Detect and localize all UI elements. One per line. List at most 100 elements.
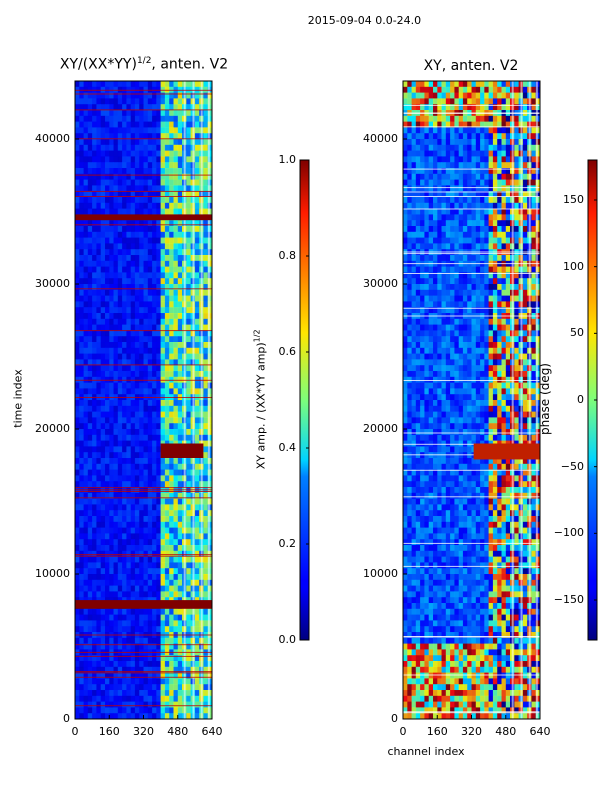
right-heatmap-cell — [467, 139, 472, 146]
left-heatmap-cell — [122, 707, 127, 714]
right-heatmap-cell — [535, 226, 541, 233]
right-heatmap-cell — [471, 324, 477, 331]
left-heatmap-cell — [126, 313, 131, 320]
right-heatmap-cell — [488, 139, 494, 146]
left-flag-line — [75, 364, 212, 366]
right-heatmap-cell — [424, 237, 429, 244]
left-heatmap-cell — [113, 701, 119, 708]
right-heatmap-cell — [441, 185, 447, 192]
left-heatmap-cell — [164, 707, 170, 714]
right-heatmap-cell — [484, 330, 489, 337]
left-heatmap-cell — [134, 121, 140, 128]
left-heatmap-cell — [194, 637, 200, 644]
right-heatmap-cell — [505, 81, 511, 88]
left-heatmap-cell — [186, 690, 191, 697]
left-heatmap-cell — [130, 81, 136, 88]
left-heatmap-cell — [126, 255, 131, 262]
left-heatmap-cell — [117, 423, 123, 430]
left-heatmap-cell — [207, 713, 213, 720]
left-heatmap-cell — [113, 284, 119, 291]
left-heatmap-cell — [105, 440, 110, 447]
left-heatmap-cell — [147, 382, 153, 389]
right-heatmap-cell — [458, 278, 464, 285]
left-heatmap-cell — [117, 516, 123, 523]
left-heatmap-cell — [126, 556, 131, 563]
left-heatmap-cell — [207, 446, 213, 453]
left-heatmap-cell — [117, 208, 123, 215]
left-heatmap-cell — [139, 272, 144, 279]
left-heatmap-cell — [113, 521, 119, 528]
left-heatmap-cell — [113, 585, 119, 592]
left-heatmap-cell — [105, 313, 110, 320]
left-heatmap-cell — [130, 156, 136, 163]
left-heatmap-cell — [130, 127, 136, 134]
left-heatmap-cell — [186, 266, 191, 273]
left-heatmap-cell — [152, 475, 157, 482]
left-heatmap-cell — [186, 539, 191, 546]
left-heatmap-cell — [83, 655, 89, 662]
left-heatmap-cell — [147, 405, 153, 412]
left-heatmap-cell — [83, 191, 89, 198]
right-heatmap-cell — [501, 168, 507, 175]
right-heatmap-cell — [505, 214, 511, 221]
right-heatmap-cell — [458, 266, 464, 273]
right-heatmap-cell — [505, 179, 511, 186]
left-heatmap-cell — [177, 365, 183, 372]
right-heatmap-cell — [458, 191, 464, 198]
right-heatmap-cell — [467, 202, 472, 209]
right-heatmap-cell — [480, 208, 485, 215]
right-heatmap-cell — [531, 278, 536, 285]
right-heatmap-cell — [467, 226, 472, 233]
right-heatmap-cell — [531, 144, 536, 151]
left-heatmap-cell — [122, 295, 127, 302]
right-heatmap-cell — [424, 336, 429, 343]
left-heatmap-cell — [169, 260, 174, 267]
left-notable-row — [75, 214, 212, 221]
left-heatmap-cell — [207, 284, 213, 291]
right-heatmap-cell — [522, 272, 528, 279]
left-heatmap-cell — [96, 150, 101, 157]
left-heatmap-cell — [173, 185, 179, 192]
right-heatmap-cell — [492, 197, 498, 204]
right-heatmap-cell — [492, 330, 498, 337]
right-heatmap-cell — [522, 104, 528, 111]
right-heatmap-cell — [522, 139, 528, 146]
left-heatmap-cell — [122, 591, 127, 598]
left-heatmap-cell — [203, 614, 208, 621]
left-heatmap-cell — [147, 173, 153, 180]
left-heatmap-cell — [169, 324, 174, 331]
left-heatmap-cell — [126, 150, 131, 157]
left-heatmap-cell — [152, 701, 157, 708]
left-heatmap-cell — [105, 336, 110, 343]
left-heatmap-cell — [122, 533, 127, 540]
left-heatmap-cell — [203, 550, 208, 557]
left-heatmap-cell — [105, 92, 110, 99]
right-heatmap-cell — [497, 98, 502, 105]
right-heatmap-cell — [428, 168, 434, 175]
left-heatmap-cell — [160, 585, 166, 592]
left-heatmap-cell — [96, 458, 101, 465]
left-heatmap-cell — [96, 655, 101, 662]
left-heatmap-cell — [75, 98, 80, 105]
right-heatmap-cell — [458, 202, 464, 209]
right-heatmap-cell — [433, 162, 438, 169]
left-heatmap-cell — [177, 255, 183, 262]
left-heatmap-cell — [117, 162, 123, 169]
left-heatmap-cell — [75, 579, 80, 586]
left-heatmap-cell — [109, 202, 114, 209]
left-heatmap-cell — [75, 255, 80, 262]
left-heatmap-cell — [194, 463, 200, 470]
left-flag-line — [75, 651, 212, 653]
right-heatmap-cell — [462, 226, 468, 233]
left-heatmap-cell — [87, 342, 93, 349]
right-heatmap-cell — [462, 162, 468, 169]
left-heatmap-cell — [105, 365, 110, 372]
left-heatmap-cell — [105, 695, 110, 702]
left-heatmap-cell — [203, 330, 208, 337]
left-heatmap-cell — [100, 168, 106, 175]
left-heatmap-cell — [96, 255, 101, 262]
right-heatmap-cell — [514, 162, 519, 169]
left-heatmap-cell — [134, 127, 140, 134]
left-heatmap-cell — [122, 574, 127, 581]
left-heatmap-cell — [79, 168, 84, 175]
